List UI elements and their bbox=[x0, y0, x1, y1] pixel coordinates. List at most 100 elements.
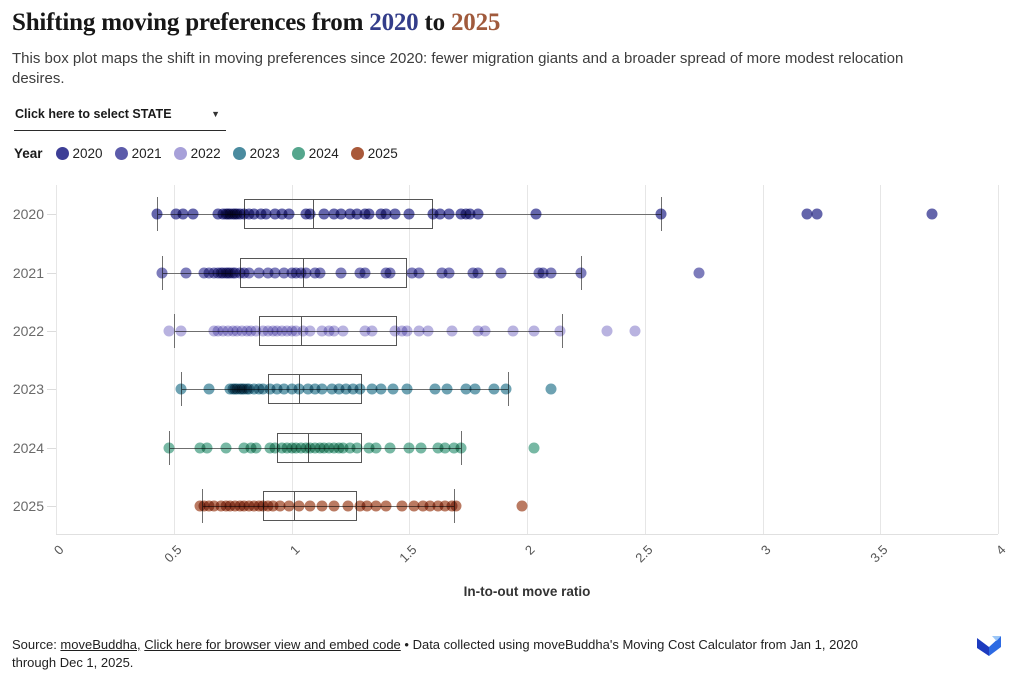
data-point-2023[interactable] bbox=[271, 383, 283, 395]
data-point-2021[interactable] bbox=[472, 267, 484, 279]
data-point-2020[interactable] bbox=[403, 208, 415, 220]
data-point-2025[interactable] bbox=[267, 500, 279, 512]
data-point-2025[interactable] bbox=[328, 500, 340, 512]
data-point-2021[interactable] bbox=[413, 267, 425, 279]
data-point-2025[interactable] bbox=[208, 500, 220, 512]
data-point-2023[interactable] bbox=[441, 383, 453, 395]
data-point-2023[interactable] bbox=[257, 383, 269, 395]
data-point-2025[interactable] bbox=[424, 500, 436, 512]
data-point-2025[interactable] bbox=[380, 500, 392, 512]
data-point-2024[interactable] bbox=[220, 442, 232, 454]
data-point-2025[interactable] bbox=[417, 500, 429, 512]
data-point-2022[interactable] bbox=[316, 325, 328, 337]
data-point-2022[interactable] bbox=[359, 325, 370, 337]
data-point-2023[interactable] bbox=[375, 383, 387, 395]
data-point-2021[interactable] bbox=[335, 267, 347, 279]
data-point-2024[interactable] bbox=[415, 442, 427, 454]
data-point-2020[interactable] bbox=[344, 208, 356, 220]
data-point-2025[interactable] bbox=[408, 500, 420, 512]
data-point-2025[interactable] bbox=[450, 500, 462, 512]
data-point-2021[interactable] bbox=[278, 267, 290, 279]
data-point-2024[interactable] bbox=[384, 442, 396, 454]
data-point-2021[interactable] bbox=[436, 267, 448, 279]
data-point-2020[interactable] bbox=[811, 208, 823, 220]
data-point-2020[interactable] bbox=[363, 208, 375, 220]
data-point-2023[interactable] bbox=[203, 383, 215, 395]
data-point-2021[interactable] bbox=[406, 267, 418, 279]
data-point-2020[interactable] bbox=[151, 208, 163, 220]
data-point-2020[interactable] bbox=[318, 208, 330, 220]
data-point-2020[interactable] bbox=[472, 208, 484, 220]
data-point-2023[interactable] bbox=[488, 383, 500, 395]
data-point-2024[interactable] bbox=[201, 442, 213, 454]
data-point-2024[interactable] bbox=[238, 442, 250, 454]
data-point-2020[interactable] bbox=[304, 208, 316, 220]
data-point-2022[interactable] bbox=[163, 325, 175, 337]
data-point-2022[interactable] bbox=[328, 325, 340, 337]
data-point-2025[interactable] bbox=[293, 500, 305, 512]
data-point-2020[interactable] bbox=[389, 208, 401, 220]
data-point-2023[interactable] bbox=[278, 383, 290, 395]
data-point-2025[interactable] bbox=[304, 500, 316, 512]
data-point-2021[interactable] bbox=[693, 267, 705, 279]
data-point-2023[interactable] bbox=[302, 383, 314, 395]
data-point-2021[interactable] bbox=[300, 267, 312, 279]
movebuddha-logo-icon[interactable] bbox=[976, 634, 1002, 658]
data-point-2022[interactable] bbox=[422, 325, 434, 337]
state-select-dropdown[interactable]: Click here to select STATE ▼ bbox=[14, 103, 226, 131]
data-point-2024[interactable] bbox=[337, 442, 349, 454]
data-point-2022[interactable] bbox=[507, 325, 519, 337]
data-point-2023[interactable] bbox=[309, 383, 321, 395]
source-link[interactable]: moveBuddha, bbox=[60, 637, 141, 652]
data-point-2021[interactable] bbox=[359, 267, 370, 279]
data-point-2023[interactable] bbox=[401, 383, 413, 395]
data-point-2020[interactable] bbox=[269, 208, 281, 220]
data-point-2024[interactable] bbox=[403, 442, 415, 454]
data-point-2023[interactable] bbox=[460, 383, 472, 395]
data-point-2020[interactable] bbox=[351, 208, 363, 220]
data-point-2021[interactable] bbox=[545, 267, 557, 279]
data-point-2020[interactable] bbox=[434, 208, 446, 220]
data-point-2021[interactable] bbox=[575, 267, 587, 279]
data-point-2021[interactable] bbox=[384, 267, 396, 279]
data-point-2021[interactable] bbox=[443, 267, 455, 279]
data-point-2022[interactable] bbox=[290, 325, 302, 337]
data-point-2022[interactable] bbox=[629, 325, 641, 337]
data-point-2025[interactable] bbox=[439, 500, 451, 512]
data-point-2020[interactable] bbox=[177, 208, 189, 220]
data-point-2021[interactable] bbox=[156, 267, 168, 279]
data-point-2024[interactable] bbox=[528, 442, 540, 454]
data-point-2023[interactable] bbox=[175, 383, 187, 395]
data-point-2023[interactable] bbox=[469, 383, 481, 395]
data-point-2021[interactable] bbox=[269, 267, 281, 279]
data-point-2024[interactable] bbox=[432, 442, 443, 454]
data-point-2022[interactable] bbox=[401, 325, 413, 337]
data-point-2024[interactable] bbox=[163, 442, 175, 454]
data-point-2024[interactable] bbox=[344, 442, 356, 454]
data-point-2023[interactable] bbox=[316, 383, 328, 395]
data-point-2023[interactable] bbox=[429, 383, 441, 395]
data-point-2020[interactable] bbox=[260, 208, 272, 220]
data-point-2023[interactable] bbox=[293, 383, 305, 395]
data-point-2024[interactable] bbox=[455, 442, 467, 454]
data-point-2020[interactable] bbox=[464, 208, 476, 220]
data-point-2020[interactable] bbox=[335, 208, 347, 220]
data-point-2022[interactable] bbox=[297, 325, 309, 337]
data-point-2022[interactable] bbox=[175, 325, 187, 337]
embed-link[interactable]: Click here for browser view and embed co… bbox=[144, 637, 401, 652]
data-point-2024[interactable] bbox=[250, 442, 262, 454]
data-point-2024[interactable] bbox=[269, 442, 281, 454]
data-point-2020[interactable] bbox=[248, 208, 260, 220]
data-point-2021[interactable] bbox=[243, 267, 255, 279]
data-point-2022[interactable] bbox=[337, 325, 349, 337]
data-point-2022[interactable] bbox=[554, 325, 566, 337]
data-point-2023[interactable] bbox=[264, 383, 276, 395]
data-point-2021[interactable] bbox=[537, 267, 549, 279]
data-point-2020[interactable] bbox=[801, 208, 813, 220]
data-point-2025[interactable] bbox=[283, 500, 295, 512]
data-point-2025[interactable] bbox=[370, 500, 382, 512]
data-point-2022[interactable] bbox=[413, 325, 425, 337]
data-point-2025[interactable] bbox=[516, 500, 528, 512]
data-point-2020[interactable] bbox=[187, 208, 199, 220]
data-point-2024[interactable] bbox=[363, 442, 375, 454]
